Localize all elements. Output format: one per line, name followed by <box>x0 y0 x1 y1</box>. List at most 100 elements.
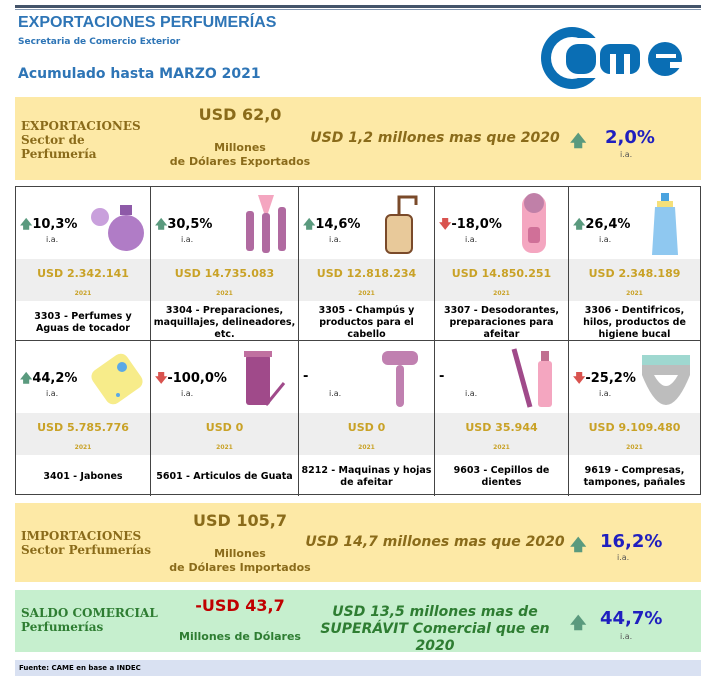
balance-summary: SALDO COMERCIAL Perfumerías -USD 43,7 Mil… <box>15 590 701 654</box>
toothbrush-icon <box>511 348 552 408</box>
arrow-up-icon: 🡅 <box>155 217 168 231</box>
product-description: 9619 - Compresas, tampones, pañales <box>583 465 686 488</box>
product-value: USD 14.735.083 <box>174 267 275 280</box>
product-ia: i.a. <box>181 235 194 244</box>
header-rule <box>15 5 701 10</box>
arrow-down-icon: 🡇 <box>439 217 452 231</box>
product-change: 🡇-100,0% <box>155 371 227 386</box>
exports-label: EXPORTACIONES Sector de Perfumería <box>21 119 141 161</box>
product-description: 3303 - Perfumes y Aguas de tocador <box>34 311 132 334</box>
came-logo <box>541 27 684 89</box>
arrow-up-icon: 🡅 <box>570 613 587 632</box>
soap-icon <box>91 353 143 405</box>
balance-ia: i.a. <box>620 632 633 641</box>
product-value: USD 35.944 <box>465 421 538 434</box>
product-cell: 🡅44,2% i.a. USD 5.785.776 2021 3401 - Jab… <box>16 341 151 496</box>
product-description: 3304 - Preparaciones, maquillajes, delin… <box>153 305 296 340</box>
exports-comparison: USD 1,2 millones mas que 2020 <box>310 130 560 146</box>
arrow-down-icon: 🡇 <box>573 371 586 385</box>
arrow-up-icon: 🡅 <box>303 217 316 231</box>
arrow-up-icon: 🡅 <box>570 535 587 554</box>
balance-label: SALDO COMERCIAL Perfumerías <box>21 606 158 634</box>
product-year: 2021 <box>358 290 375 297</box>
product-cell: - i.a. USD 35.944 2021 9603 - Cepillos de… <box>435 341 569 496</box>
product-description: 3305 - Champús y productos para el cabel… <box>318 305 415 340</box>
product-description: 9603 - Cepillos de dientes <box>453 465 550 488</box>
arrow-up-icon: 🡅 <box>20 217 33 231</box>
imports-pct: 16,2% <box>600 531 663 552</box>
products-grid: 🡅10,3% i.a. USD 2.342.141 2021 3303 - Per… <box>15 186 701 496</box>
product-ia: i.a. <box>46 235 59 244</box>
product-ia: i.a. <box>329 389 342 398</box>
product-cell: 🡅26,4% i.a. USD 2.348.189 2021 3306 - Den… <box>569 187 700 341</box>
product-description: 3306 - Dentifricos, hilos, productos de … <box>583 305 686 340</box>
product-value: USD 2.342.141 <box>37 267 129 280</box>
product-change: 🡅10,3% <box>20 217 78 232</box>
source-footer: Fuente: CAME en base a INDEC <box>15 660 701 676</box>
makeup-brushes-icon <box>246 195 286 253</box>
balance-comparison: USD 13,5 millones mas de SUPERÁVIT Comerc… <box>320 604 550 654</box>
product-year: 2021 <box>216 444 233 451</box>
razor-icon <box>382 351 418 407</box>
product-cell: 🡇-25,2% i.a. USD 9.109.480 2021 9619 - Co… <box>569 341 700 496</box>
product-description: 8212 - Maquinas y hojas de afeitar <box>301 465 432 488</box>
product-description: 3307 - Desodorantes, preparaciones para … <box>444 305 559 340</box>
imports-label: IMPORTACIONES Sector Perfumerías <box>21 529 151 557</box>
product-description: 5601 - Articulos de Guata <box>156 471 293 482</box>
period-label: Acumulado hasta MARZO 2021 <box>18 66 261 82</box>
arrow-down-icon: 🡇 <box>155 371 168 385</box>
product-value: USD 2.348.189 <box>588 267 681 280</box>
page-title: EXPORTACIONES PERFUMERÍAS <box>18 14 277 31</box>
product-ia: i.a. <box>46 389 59 398</box>
arrow-up-icon: 🡅 <box>20 371 33 385</box>
product-year: 2021 <box>74 290 92 297</box>
arrow-up-icon: 🡅 <box>570 131 587 150</box>
product-change: 🡅14,6% <box>303 217 361 232</box>
product-change: 🡇-18,0% <box>439 217 502 232</box>
page-subtitle: Secretaria de Comercio Exterior <box>18 37 181 47</box>
product-year: 2021 <box>216 290 233 297</box>
exports-value: USD 62,0 <box>198 105 282 124</box>
balance-pct: 44,7% <box>600 608 663 629</box>
product-change: 🡅30,5% <box>155 217 213 232</box>
product-ia: i.a. <box>599 235 612 244</box>
product-description: 3401 - Jabones <box>43 471 123 482</box>
exports-pct: 2,0% <box>605 127 655 148</box>
shampoo-bottle-icon <box>385 195 418 254</box>
exports-summary: EXPORTACIONES Sector de Perfumería USD 62,… <box>15 97 701 180</box>
product-change: - <box>303 369 309 384</box>
imports-ia: i.a. <box>617 553 630 562</box>
product-value: USD 0 <box>205 421 244 434</box>
product-value: USD 12.818.234 <box>316 267 417 280</box>
product-cell: 🡅14,6% i.a. USD 12.818.234 2021 3305 - Ch… <box>299 187 435 341</box>
product-cell: 🡇-100,0% i.a. USD 0 2021 5601 - Articulos… <box>151 341 299 496</box>
product-value: USD 5.785.776 <box>37 421 129 434</box>
product-change: 🡅26,4% <box>573 217 631 232</box>
perfume-icon <box>91 205 144 251</box>
exports-ia: i.a. <box>620 150 633 159</box>
balance-unit: Millones de Dólares <box>179 630 301 643</box>
product-value: USD 9.109.480 <box>588 421 681 434</box>
product-ia: i.a. <box>465 389 478 398</box>
product-ia: i.a. <box>329 235 342 244</box>
diaper-icon <box>642 355 690 405</box>
product-ia: i.a. <box>181 389 194 398</box>
balance-value: -USD 43,7 <box>195 596 285 615</box>
product-change: 🡅44,2% <box>20 371 78 386</box>
cotton-swabs-icon <box>244 351 286 406</box>
exports-unit: Millones de Dólares Exportados <box>169 141 311 168</box>
product-year: 2021 <box>626 444 643 451</box>
imports-comparison: USD 14,7 millones mas que 2020 <box>305 534 565 550</box>
product-ia: i.a. <box>599 389 612 398</box>
product-year: 2021 <box>74 444 92 451</box>
product-year: 2021 <box>493 290 510 297</box>
product-year: 2021 <box>358 444 375 451</box>
product-change: - <box>439 369 445 384</box>
product-year: 2021 <box>493 444 510 451</box>
product-cell: 🡇-18,0% i.a. USD 14.850.251 2021 3307 - D… <box>435 187 569 341</box>
product-year: 2021 <box>626 290 643 297</box>
arrow-up-icon: 🡅 <box>573 217 586 231</box>
product-ia: i.a. <box>465 235 478 244</box>
product-value: USD 14.850.251 <box>451 267 552 280</box>
toothpaste-tube-icon <box>652 193 678 255</box>
